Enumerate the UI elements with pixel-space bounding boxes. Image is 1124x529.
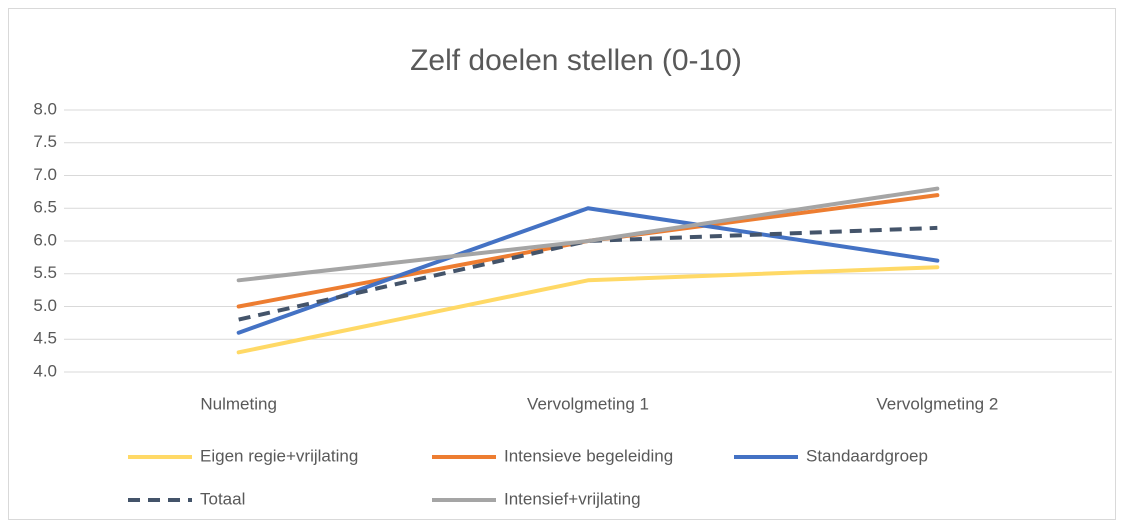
x-tick-label: Nulmeting bbox=[200, 394, 277, 413]
y-tick-label: 5.0 bbox=[33, 296, 57, 315]
series-line bbox=[236, 186, 940, 283]
legend-label: Intensief+vrijlating bbox=[504, 489, 641, 508]
chart-title: Zelf doelen stellen (0-10) bbox=[410, 44, 742, 77]
y-tick-label: 7.0 bbox=[33, 165, 57, 184]
x-tick-label: Vervolgmeting 2 bbox=[876, 394, 998, 413]
y-tick-label: 4.0 bbox=[33, 361, 57, 380]
x-tick-label: Vervolgmeting 1 bbox=[527, 394, 649, 413]
y-tick-label: 5.5 bbox=[33, 263, 57, 282]
y-tick-label: 8.0 bbox=[33, 99, 57, 118]
y-tick-label: 4.5 bbox=[33, 329, 57, 348]
series-line bbox=[236, 206, 940, 335]
legend-label: Intensieve begeleiding bbox=[504, 446, 673, 465]
legend-label: Eigen regie+vrijlating bbox=[200, 446, 358, 465]
y-tick-label: 6.0 bbox=[33, 230, 57, 249]
series-line bbox=[236, 265, 940, 355]
y-tick-label: 7.5 bbox=[33, 132, 57, 151]
y-tick-label: 6.5 bbox=[33, 198, 57, 217]
legend-label: Standaardgroep bbox=[806, 446, 928, 465]
series-line bbox=[238, 225, 938, 322]
legend-label: Totaal bbox=[200, 489, 245, 508]
chart-frame bbox=[8, 8, 1116, 520]
